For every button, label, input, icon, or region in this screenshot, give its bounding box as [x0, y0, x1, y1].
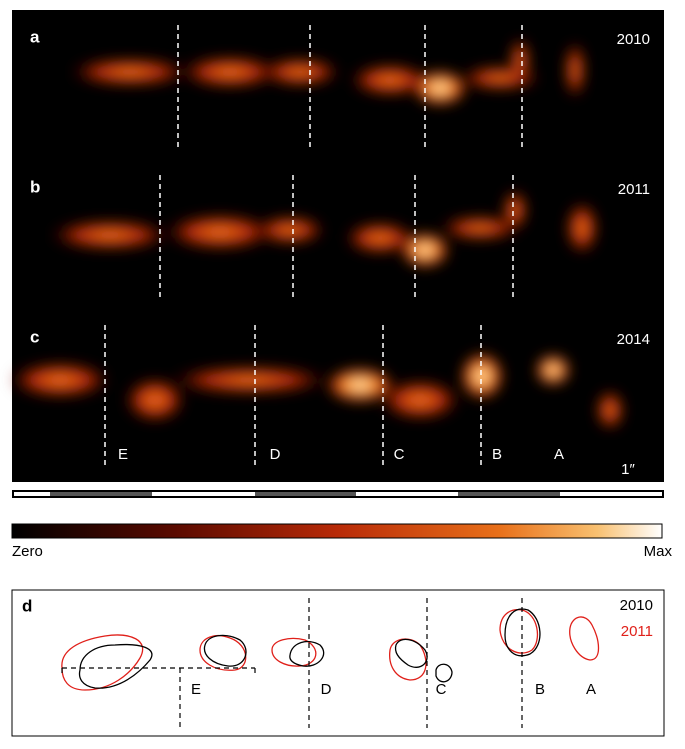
emission-blob [460, 352, 504, 400]
panel-d-labels: 2010 2011 E D C B A [191, 597, 653, 698]
emission-blob [325, 367, 395, 403]
component-label: D [270, 446, 281, 463]
component-label: C [394, 446, 405, 463]
component-label: E [118, 446, 128, 463]
emission-layer [10, 38, 624, 430]
panel-label: d [22, 596, 32, 615]
contour-2010 [435, 663, 453, 683]
scale-label: 1″ [621, 461, 635, 478]
emission-blob [255, 216, 325, 244]
emission-blob [350, 64, 430, 96]
contour-2010 [504, 608, 541, 657]
component-label: C [436, 681, 447, 698]
emission-blob [503, 190, 527, 230]
emission-blob [180, 56, 280, 88]
scale-bar-segment [255, 492, 356, 496]
emission-blob [596, 390, 624, 430]
emission-blob [345, 222, 415, 254]
emission-blob [170, 366, 330, 394]
contour-2010 [394, 638, 428, 668]
scale-bar-segment [458, 492, 560, 496]
component-label: D [321, 681, 332, 698]
scale-bar-segment [50, 492, 152, 496]
colorbar-max: Max [644, 543, 673, 560]
emission-blob [535, 354, 571, 386]
colorbar [11, 523, 663, 539]
colorbar-min: Zero [12, 543, 43, 560]
emission-blob [380, 380, 460, 420]
component-label: B [535, 681, 545, 698]
emission-blob [165, 214, 275, 250]
emission-blob [440, 216, 520, 240]
component-label: A [586, 681, 596, 698]
emission-blob [70, 58, 190, 86]
dashed-guide [61, 598, 523, 728]
component-label: B [492, 446, 502, 463]
contour-2011 [499, 609, 539, 654]
contour-2010 [289, 641, 325, 667]
contour-2011 [271, 637, 317, 667]
contour-2010 [203, 634, 247, 667]
legend-entry: 2011 [621, 623, 653, 640]
emission-blob [10, 362, 110, 398]
emission-blob [50, 220, 170, 250]
panel-label: a [30, 27, 40, 46]
emission-blob [412, 70, 468, 106]
contour-2011 [61, 634, 144, 691]
panel-label: c [30, 327, 39, 346]
emission-blob [566, 202, 598, 254]
contour-2011 [569, 616, 600, 661]
overlay: a 2010 b 2011 c 2014 E D C B A 1″ [30, 25, 650, 478]
contours [61, 608, 600, 691]
emission-blob [400, 232, 450, 268]
emission-blob [260, 58, 340, 86]
component-label: A [554, 446, 564, 463]
panel-year: 2011 [618, 181, 650, 198]
emission-blob [510, 38, 530, 82]
emission-blob [565, 42, 585, 98]
component-label: E [191, 681, 201, 698]
emission-blob [125, 378, 185, 422]
panel-year: 2010 [617, 31, 650, 48]
panel-d-frame [11, 589, 665, 737]
panel-year: 2014 [617, 331, 650, 348]
legend-entry: 2010 [620, 597, 653, 614]
contour-2010 [78, 643, 153, 689]
panel-label: b [30, 177, 40, 196]
